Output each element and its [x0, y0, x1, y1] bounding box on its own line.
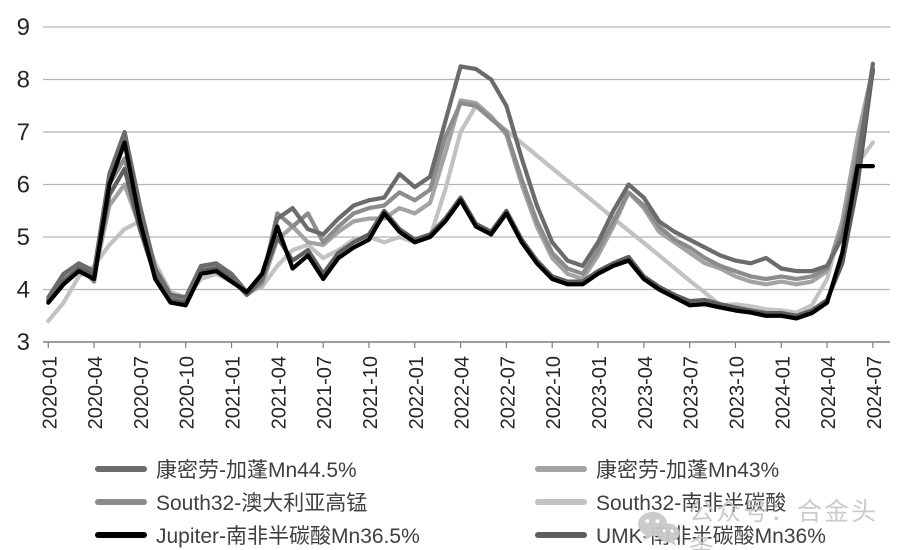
svg-text:2023-10: 2023-10: [726, 356, 748, 429]
svg-text:2022-01: 2022-01: [406, 356, 428, 429]
svg-text:2022-04: 2022-04: [452, 356, 474, 429]
legend-swatch: [535, 532, 587, 538]
svg-text:2024-01: 2024-01: [772, 356, 794, 429]
legend-item: UMK-南非半碳酸Mn36%: [535, 522, 900, 548]
svg-text:9: 9: [17, 14, 30, 41]
legend-swatch: [95, 499, 147, 505]
svg-text:2020-10: 2020-10: [177, 356, 199, 429]
svg-text:2021-07: 2021-07: [314, 356, 336, 429]
legend-label: 康密劳-加蓬Mn43%: [596, 459, 780, 482]
svg-text:7: 7: [17, 119, 30, 146]
svg-text:2024-07: 2024-07: [864, 356, 886, 429]
svg-text:2020-01: 2020-01: [39, 356, 61, 429]
legend-swatch: [535, 466, 587, 472]
legend-item: Jupiter-南非半碳酸Mn36.5%: [95, 522, 535, 548]
svg-text:2022-07: 2022-07: [497, 356, 519, 429]
legend-label: Jupiter-南非半碳酸Mn36.5%: [156, 525, 420, 548]
legend-label: 康密劳-加蓬Mn44.5%: [156, 459, 357, 482]
legend-swatch: [95, 532, 147, 538]
svg-text:8: 8: [17, 67, 30, 94]
legend: 康密劳-加蓬Mn44.5% 康密劳-加蓬Mn43% South32-澳大利亚高锰…: [0, 456, 900, 548]
legend-label: South32-澳大利亚高锰: [156, 492, 368, 515]
legend-item: 康密劳-加蓬Mn44.5%: [95, 456, 535, 482]
svg-text:4: 4: [17, 277, 30, 304]
svg-text:2023-04: 2023-04: [635, 356, 657, 429]
svg-text:3: 3: [17, 329, 30, 356]
legend-swatch: [95, 466, 147, 472]
price-line-chart: 3 4 5 6 7 8 9 2020-01 2020-04 2020-07 2020-10 2021-…: [17, 14, 890, 429]
svg-text:2021-01: 2021-01: [223, 356, 245, 429]
legend-swatch: [535, 499, 587, 505]
svg-text:2023-07: 2023-07: [681, 356, 703, 429]
svg-text:2020-07: 2020-07: [131, 356, 153, 429]
legend-label: South32-南非半碳酸: [596, 492, 787, 515]
svg-text:2020-04: 2020-04: [85, 356, 107, 429]
svg-text:2024-04: 2024-04: [818, 356, 840, 429]
svg-text:5: 5: [17, 224, 30, 251]
svg-text:2021-04: 2021-04: [268, 356, 290, 429]
legend-label: UMK-南非半碳酸Mn36%: [596, 525, 826, 548]
svg-text:2022-10: 2022-10: [543, 356, 565, 429]
svg-text:2023-01: 2023-01: [589, 356, 611, 429]
legend-item: 康密劳-加蓬Mn43%: [535, 456, 900, 482]
svg-text:2021-10: 2021-10: [360, 356, 382, 429]
svg-text:6: 6: [17, 172, 30, 199]
legend-item: South32-南非半碳酸: [535, 489, 900, 515]
legend-item: South32-澳大利亚高锰: [95, 489, 535, 515]
